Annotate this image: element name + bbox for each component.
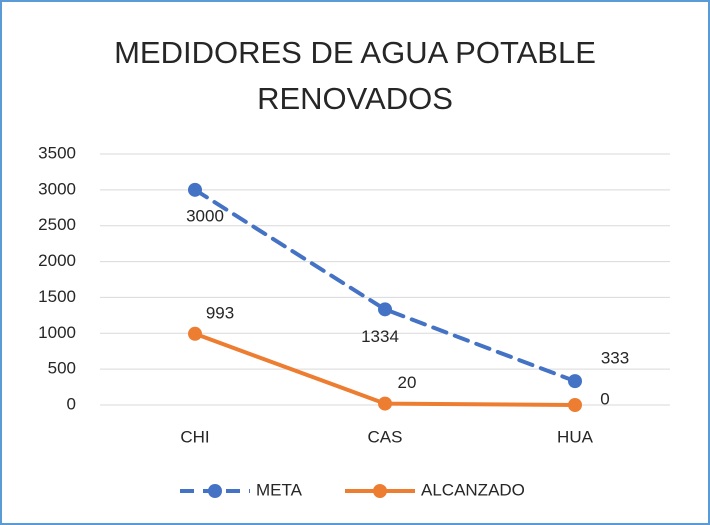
- data-point: [188, 182, 202, 197]
- data-point: [568, 374, 582, 389]
- data-point: [188, 326, 202, 341]
- legend-marker: [208, 484, 222, 498]
- x-tick-label: CHI: [180, 427, 209, 446]
- x-tick-label: CAS: [368, 427, 403, 446]
- data-label: 3000: [186, 206, 224, 225]
- y-tick-label: 0: [67, 394, 76, 413]
- data-label: 0: [600, 389, 609, 408]
- y-tick-label: 2000: [38, 251, 76, 270]
- legend-label: META: [256, 480, 303, 499]
- data-point: [378, 396, 392, 411]
- y-tick-label: 2500: [38, 215, 76, 234]
- data-label: 1334: [361, 327, 399, 346]
- chart-title: MEDIDORES DE AGUA POTABLE RENOVADOS: [114, 35, 596, 116]
- y-tick-label: 3000: [38, 179, 76, 198]
- y-tick-label: 1500: [38, 287, 76, 306]
- data-label: 333: [601, 349, 629, 368]
- data-label: 20: [398, 373, 417, 392]
- y-tick-label: 500: [48, 359, 76, 378]
- y-tick-label: 3500: [38, 143, 76, 162]
- data-point: [378, 302, 392, 317]
- series-line: [193, 187, 577, 384]
- legend-label: ALCANZADO: [421, 480, 525, 499]
- x-tick-label: HUA: [557, 427, 594, 446]
- data-label: 993: [206, 303, 234, 322]
- legend-marker: [373, 484, 387, 498]
- y-tick-label: 1000: [38, 323, 76, 342]
- data-point: [568, 398, 582, 412]
